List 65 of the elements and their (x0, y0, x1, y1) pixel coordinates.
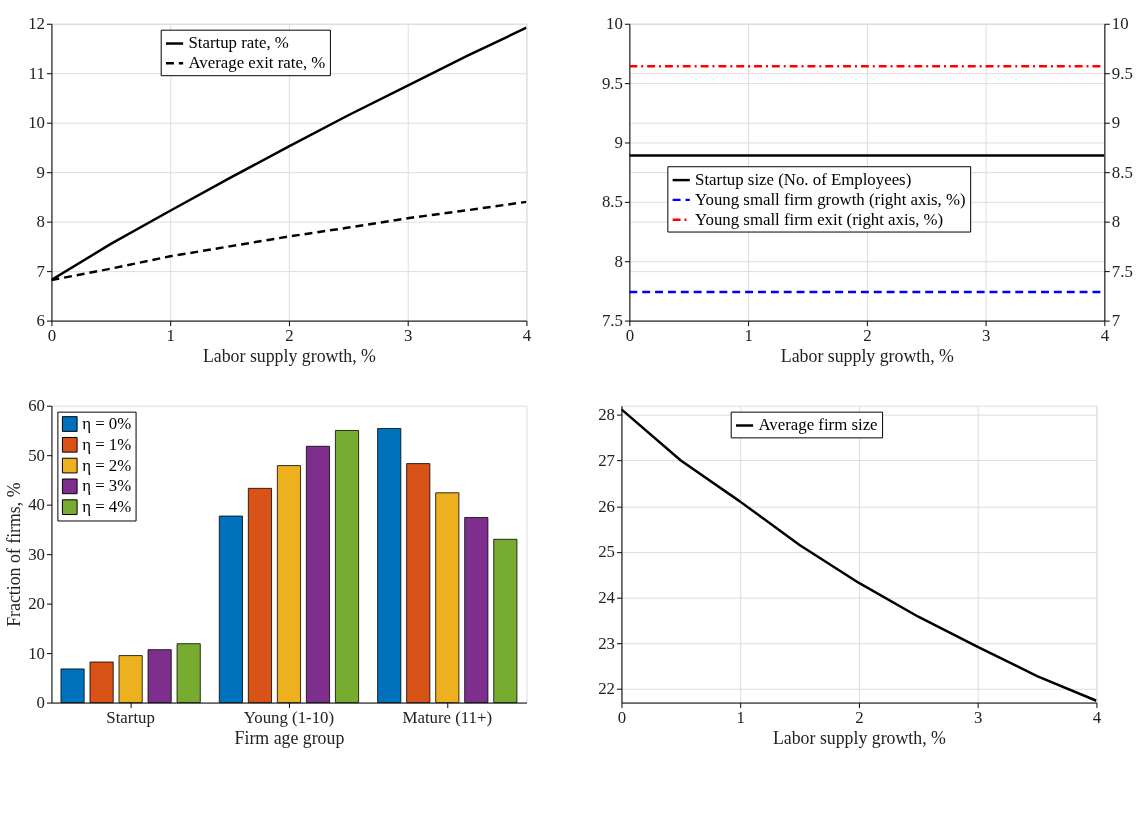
legend-label: η = 3% (82, 476, 132, 496)
x-axis-title: Firm age group (234, 727, 345, 748)
y-tick-label: 7 (36, 261, 46, 281)
y2-tick-label: 9 (1111, 113, 1121, 133)
legend-label: Average exit rate, % (188, 53, 326, 73)
y-tick-label: 7.5 (601, 311, 623, 331)
y-tick-label: 28 (598, 405, 616, 425)
x-tick-label: 2 (863, 325, 872, 345)
y2-tick-label: 7.5 (1111, 261, 1133, 281)
legend-label: Startup size (No. of Employees) (695, 170, 912, 190)
y-tick-label: 40 (28, 495, 46, 515)
x-axis-title: Labor supply growth, % (772, 727, 947, 748)
legend-label: η = 0% (82, 413, 132, 433)
legend-label: Startup rate, % (188, 33, 289, 53)
y-tick-label: 9.5 (601, 73, 623, 93)
x-tick-label: 1 (744, 325, 753, 345)
y-tick-label: 27 (598, 450, 616, 470)
x-tick-label: 4 (522, 325, 532, 345)
y-axis-title: Fraction of firms, % (4, 482, 25, 627)
y2-tick-label: 7 (1111, 311, 1121, 331)
y-tick-label: 0 (36, 693, 46, 713)
x-tick-label: 2 (855, 707, 864, 727)
x-tick-label: 3 (973, 707, 983, 727)
y-tick-label: 8.5 (601, 192, 623, 212)
legend-label: Young small firm exit (right axis, %) (695, 209, 944, 229)
y-tick-label: 24 (598, 587, 616, 607)
y-tick-label: 6 (36, 311, 46, 331)
x-tick-label: 1 (166, 325, 175, 345)
y-tick-label: 8 (614, 251, 623, 271)
y-tick-label: 20 (28, 594, 46, 614)
y2-tick-label: 10 (1111, 14, 1129, 34)
x-tick-label: Young (1-10) (243, 707, 335, 727)
x-tick-label: 3 (403, 325, 413, 345)
y-tick-label: 10 (606, 14, 623, 34)
y-tick-label: 23 (598, 633, 616, 653)
y2-tick-label: 8 (1111, 212, 1121, 232)
y2-tick-label: 8.5 (1111, 162, 1133, 182)
legend-label: Average firm size (758, 415, 878, 435)
x-tick-label: 1 (736, 707, 745, 727)
legend-label: η = 2% (82, 455, 132, 475)
x-tick-label: 4 (1100, 325, 1110, 345)
x-tick-label: 3 (981, 325, 991, 345)
legend-label: η = 1% (82, 434, 132, 454)
y-tick-label: 60 (28, 396, 46, 416)
y-tick-label: 11 (28, 63, 46, 83)
y-tick-label: 30 (28, 544, 46, 564)
y-tick-label: 10 (28, 113, 46, 133)
legend-label: η = 4% (82, 497, 132, 517)
y2-tick-label: 9.5 (1111, 63, 1133, 83)
legend-label: Young small firm growth (right axis, %) (695, 189, 966, 209)
y-tick-label: 26 (598, 496, 616, 516)
y-tick-label: 22 (598, 679, 616, 699)
y-tick-label: 10 (28, 643, 46, 663)
y-tick-label: 50 (28, 445, 46, 465)
y-tick-label: 9 (614, 132, 623, 152)
x-axis-title: Labor supply growth, % (202, 345, 377, 366)
y-tick-label: 12 (28, 14, 46, 34)
y-tick-label: 9 (36, 162, 46, 182)
x-tick-label: 4 (1092, 707, 1102, 727)
x-tick-label: Mature (11+) (402, 707, 493, 727)
x-tick-label: 2 (285, 325, 294, 345)
y-tick-label: 25 (598, 542, 616, 562)
x-axis-title: Labor supply growth, % (780, 345, 955, 366)
x-tick-label: Startup (106, 707, 155, 727)
y-tick-label: 8 (36, 212, 46, 232)
